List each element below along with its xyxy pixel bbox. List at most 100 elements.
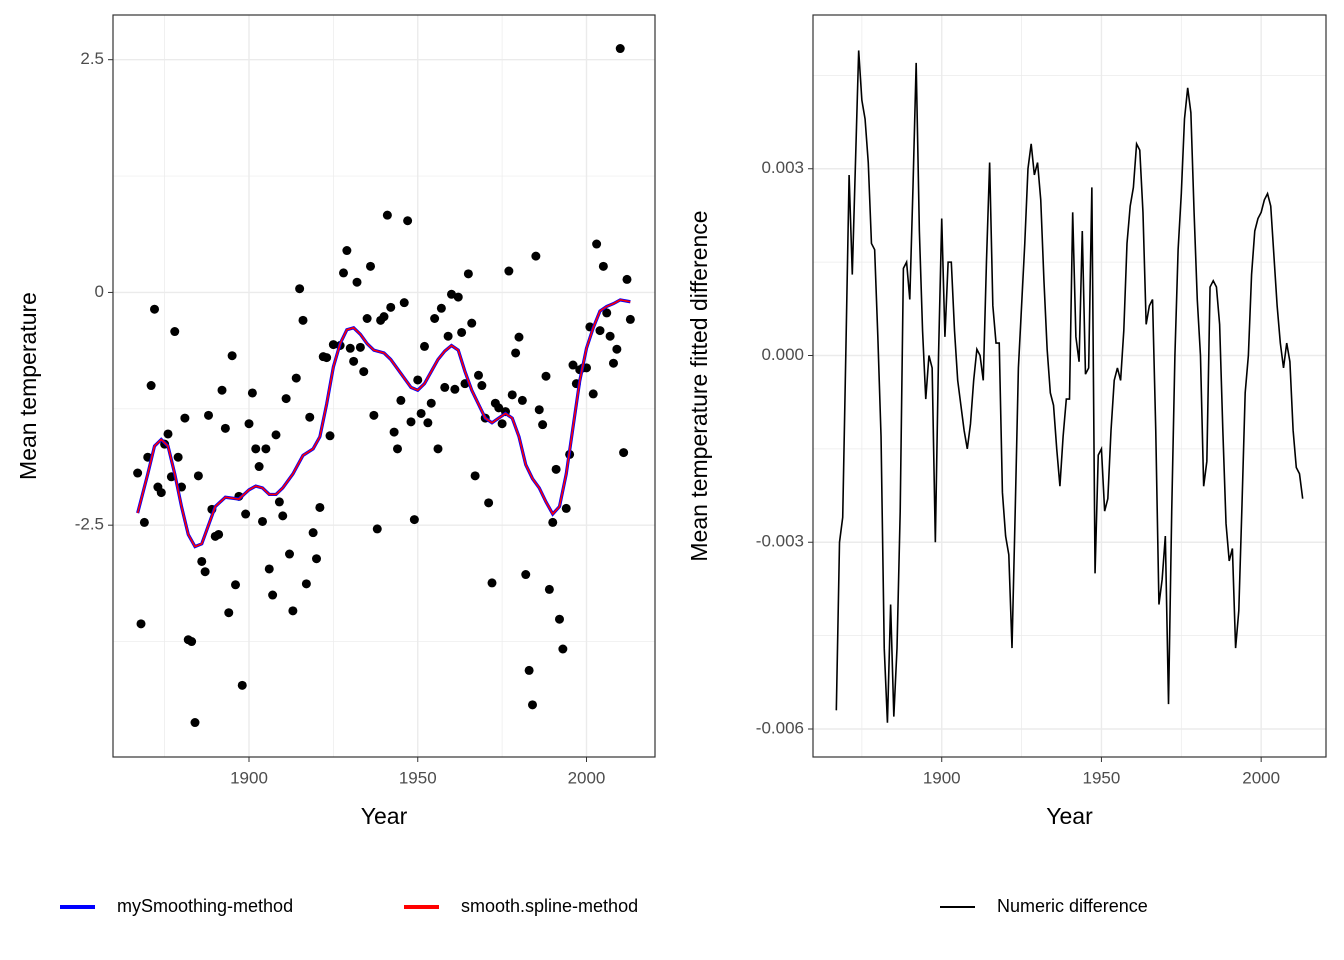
point: [403, 216, 413, 226]
point: [339, 268, 349, 278]
point: [315, 502, 325, 512]
point: [200, 567, 210, 577]
y-tick-label: -0.003: [756, 532, 804, 551]
point: [254, 462, 264, 472]
x-tick-label: 2000: [568, 768, 606, 787]
point: [484, 498, 494, 508]
point: [193, 471, 203, 481]
point: [514, 332, 524, 342]
point: [568, 360, 578, 370]
point: [487, 578, 497, 588]
x-tick-label: 1900: [923, 768, 961, 787]
point: [281, 394, 291, 404]
point: [369, 410, 379, 420]
plot-background: [113, 15, 655, 757]
point: [392, 444, 402, 454]
point: [247, 388, 257, 398]
point: [443, 331, 453, 341]
point: [605, 331, 615, 341]
point: [136, 619, 146, 629]
point: [301, 579, 311, 589]
point: [511, 348, 521, 358]
point: [325, 431, 335, 441]
point: [440, 382, 450, 392]
x-tick-label: 1950: [1083, 768, 1121, 787]
y-axis-title: Mean temperature fitted difference: [686, 210, 712, 561]
point: [521, 570, 531, 580]
point: [305, 412, 315, 422]
point: [220, 423, 230, 433]
point: [342, 246, 352, 256]
point: [214, 529, 224, 539]
point: [619, 448, 629, 458]
point: [527, 700, 537, 710]
legend-label: Numeric difference: [997, 896, 1148, 916]
point: [473, 370, 483, 380]
x-axis-title: Year: [1046, 803, 1093, 829]
point: [416, 408, 426, 418]
point: [419, 341, 429, 351]
point: [548, 517, 558, 527]
point: [386, 302, 396, 312]
x-tick-label: 2000: [1242, 768, 1280, 787]
y-tick-label: 0: [95, 282, 104, 301]
point: [285, 549, 295, 559]
point: [389, 427, 399, 437]
point: [504, 266, 514, 276]
point: [467, 318, 477, 328]
y-tick-label: -2.5: [75, 515, 104, 534]
point: [251, 444, 261, 454]
point: [359, 367, 369, 377]
panel-border: [812, 14, 1327, 758]
point: [241, 509, 251, 519]
point: [349, 356, 359, 366]
point: [494, 403, 504, 413]
point: [379, 312, 389, 322]
point: [173, 452, 183, 462]
point: [261, 444, 271, 454]
point: [551, 464, 561, 474]
point: [561, 503, 571, 513]
point: [244, 419, 254, 429]
point: [497, 419, 507, 429]
point: [298, 315, 308, 325]
point: [558, 644, 568, 654]
smooth-line: [136, 299, 631, 548]
point: [382, 210, 392, 220]
line: [835, 50, 1304, 723]
point: [463, 269, 473, 279]
point: [534, 405, 544, 415]
point: [507, 390, 517, 400]
point: [345, 343, 355, 353]
point: [453, 292, 463, 302]
point: [396, 395, 406, 405]
point: [457, 327, 467, 337]
point: [146, 381, 156, 391]
point: [588, 389, 598, 399]
point: [602, 308, 612, 318]
point: [541, 371, 551, 381]
point: [426, 398, 436, 408]
point: [433, 444, 443, 454]
point: [291, 373, 301, 383]
point: [436, 303, 446, 313]
point: [187, 637, 197, 647]
point: [409, 515, 419, 525]
point: [170, 327, 180, 337]
point: [308, 528, 318, 538]
point: [295, 284, 305, 294]
point: [271, 430, 281, 440]
point: [156, 488, 166, 498]
point: [352, 277, 362, 287]
point: [470, 471, 480, 481]
point: [554, 614, 564, 624]
point: [592, 239, 602, 249]
point: [598, 261, 608, 271]
point: [217, 385, 227, 395]
point: [446, 289, 456, 299]
point: [163, 429, 173, 439]
point: [190, 718, 200, 728]
point: [608, 358, 618, 368]
